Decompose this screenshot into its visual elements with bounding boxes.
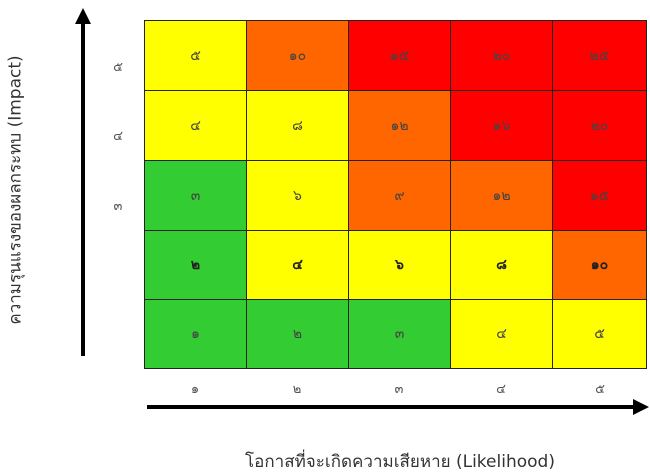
x-axis-tick-label: ๕ — [595, 382, 605, 397]
matrix-cell: ๑๕ — [348, 20, 451, 91]
matrix-cell: ๑๒ — [348, 90, 451, 161]
matrix-cell: ๙ — [348, 160, 451, 231]
matrix-cell: ๑๐ — [246, 20, 349, 91]
y-axis-tick-label: ๓ — [113, 199, 123, 214]
matrix-cell: ๒๕ — [552, 20, 647, 91]
matrix-cell: ๕ — [144, 20, 247, 91]
y-axis-title-text: ความรุนแรงของผลกระทบ (Impact) — [5, 55, 26, 325]
matrix-cell: ๕ — [552, 299, 647, 369]
matrix-cell: ๔ — [246, 230, 349, 300]
matrix-cell: ๔ — [450, 299, 553, 369]
x-axis-tick-label: ๔ — [496, 382, 506, 397]
matrix-cell: ๖ — [348, 230, 451, 300]
matrix-cell: ๓ — [348, 299, 451, 369]
x-axis-tick-label: ๓ — [394, 382, 404, 397]
matrix-cell: ๓ — [144, 160, 247, 231]
x-axis-tick-label: ๒ — [292, 382, 302, 397]
y-axis-tick-label: ๕ — [113, 60, 123, 75]
matrix-cell: ๘ — [246, 90, 349, 161]
x-axis-title: โอกาสที่จะเกิดความเสียหาย (Likelihood) — [245, 452, 555, 472]
matrix-cell: ๑๕ — [552, 160, 647, 231]
risk-matrix: ๕๑๐ ๑๕ ๒๐ ๒๕๔๘๑๒ ๑๖ ๒๐๓๖๙๑๒ ๑๕๒๔๖๘๑๐๑๒๓๔๕ — [144, 20, 647, 369]
matrix-cell: ๒๐ — [450, 20, 553, 91]
matrix-cell: ๑๐ — [552, 230, 647, 300]
matrix-cell: ๖ — [246, 160, 349, 231]
matrix-cell: ๒๐ — [552, 90, 647, 161]
x-axis-tick-label: ๑ — [190, 382, 200, 397]
y-axis-arrowhead — [75, 8, 91, 24]
matrix-cell: ๘ — [450, 230, 553, 300]
matrix-cell: ๒ — [144, 230, 247, 300]
x-axis-line — [147, 405, 637, 409]
matrix-cell: ๒ — [246, 299, 349, 369]
x-axis-arrowhead — [633, 399, 649, 415]
matrix-cell: ๑๒ — [450, 160, 553, 231]
y-axis-tick-label: ๔ — [113, 129, 123, 144]
y-axis-line — [81, 20, 85, 356]
matrix-cell: ๔ — [144, 90, 247, 161]
matrix-cell: ๑ — [144, 299, 247, 369]
matrix-cell: ๑๖ — [450, 90, 553, 161]
